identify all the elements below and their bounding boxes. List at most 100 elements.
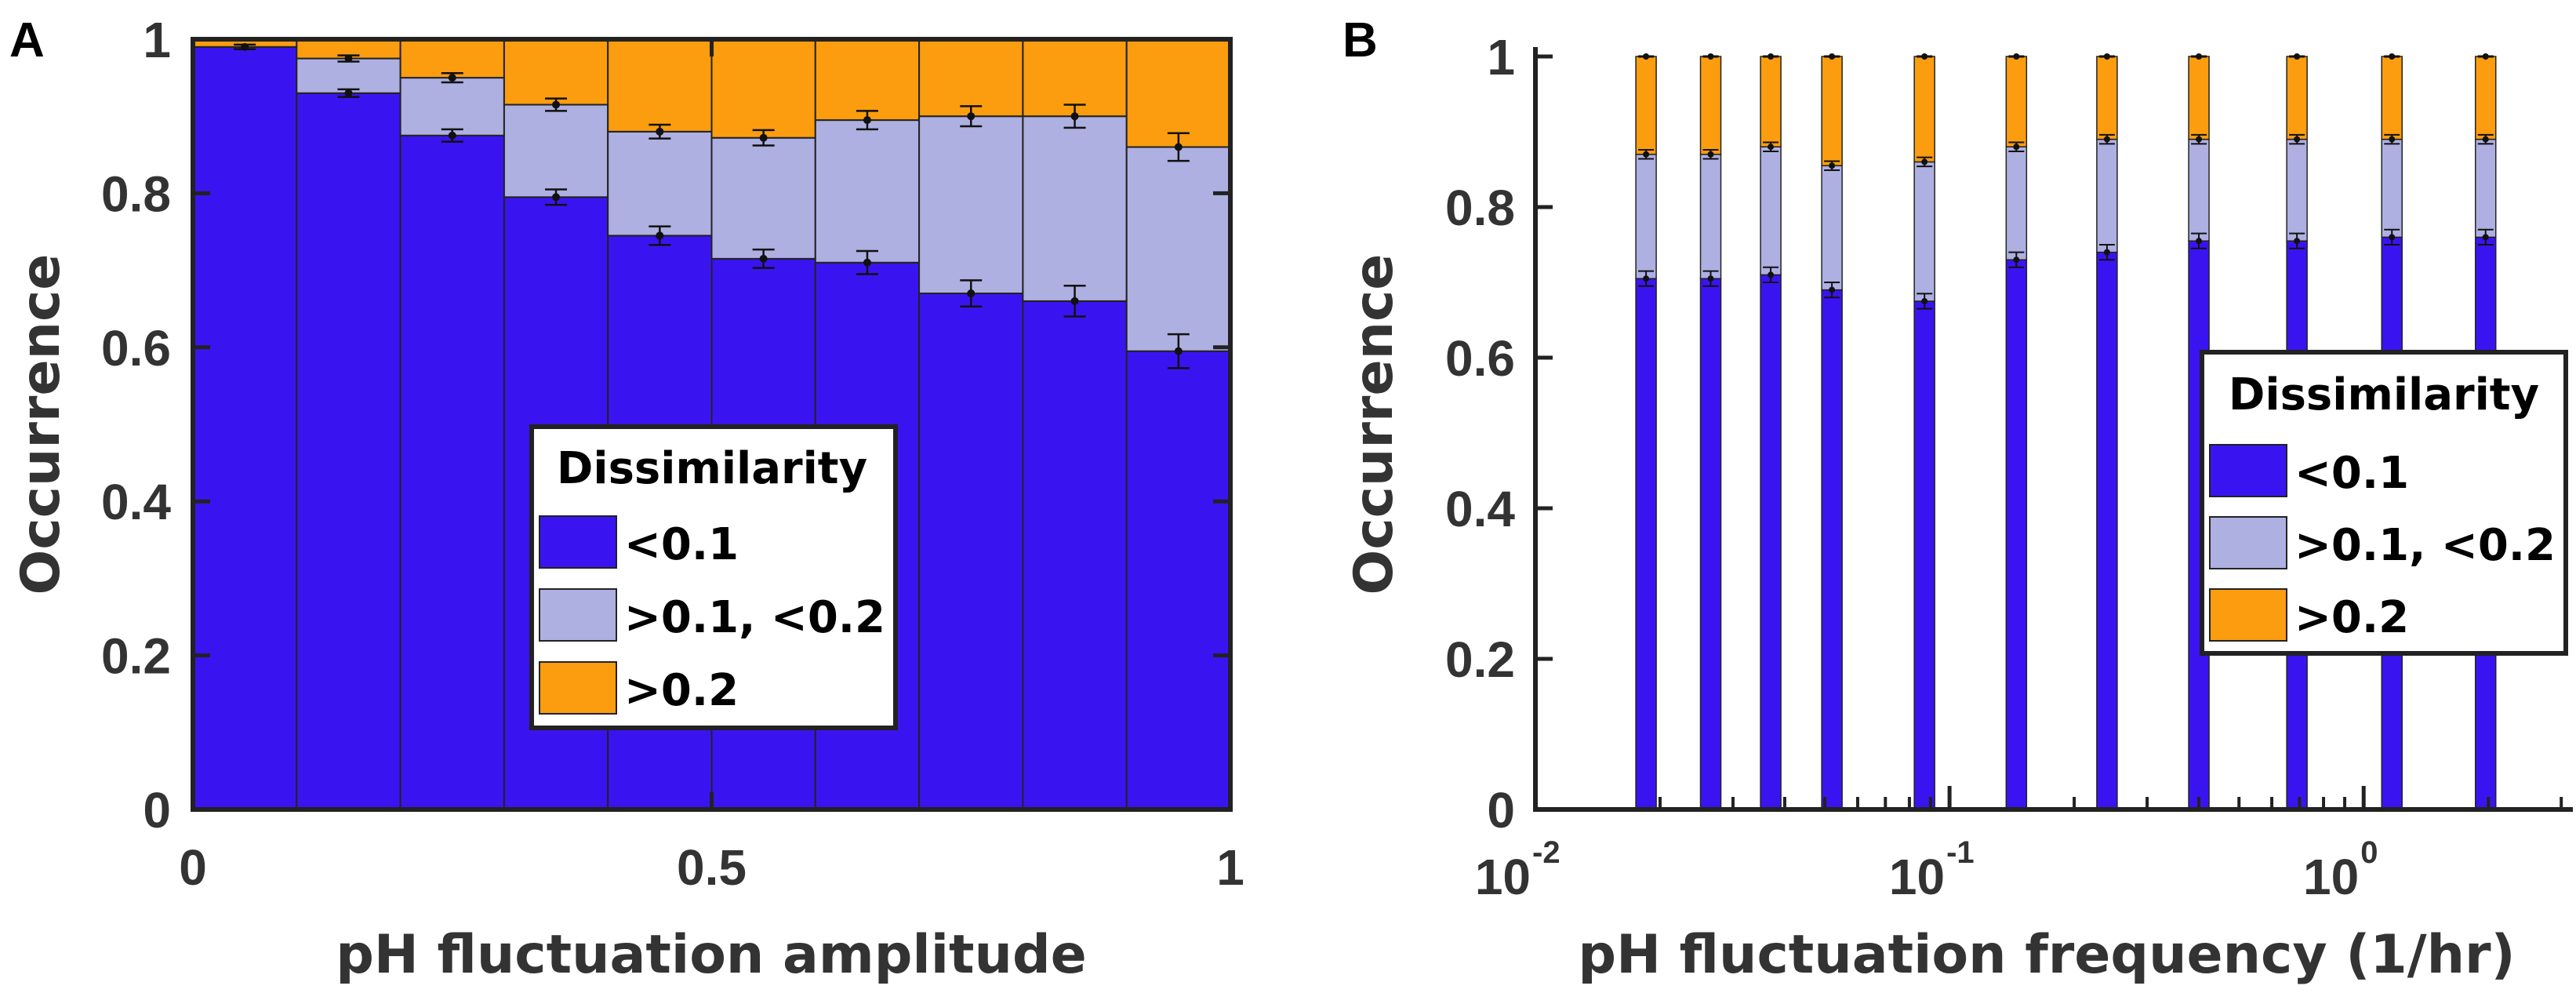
panel-b-bar-gt02-5	[2005, 56, 2028, 147]
panel-b-xlabel: pH fluctuation frequency (1/hr)	[1578, 924, 2515, 986]
panel-b-bar-lt01-5	[2005, 259, 2028, 810]
panel-a-bar-lt01-8	[1022, 300, 1128, 810]
panel-a-errorbar-mid-9	[1167, 132, 1190, 162]
panel-a-legend: Dissimilarity <0.1 >0.1, <0.2 >0.2	[529, 424, 898, 730]
panel-b-ytick-label-2: 0.4	[1445, 481, 1515, 537]
panel-b-legend-swatch-mid	[2209, 516, 2287, 569]
panel-b-top-cap-3	[1824, 53, 1840, 60]
panel-a-ytick-label-2: 0.4	[101, 474, 171, 530]
panel-a-errorbar-lt01-6	[856, 249, 878, 275]
panel-a-xtick-label-2: 1	[1216, 839, 1244, 896]
panel-a-bar-gt02-6	[814, 38, 921, 122]
panel-b-ytick-label-5: 1	[1487, 29, 1515, 85]
panel-b-bar-lt01-6	[2096, 251, 2118, 810]
panel-b-errorbar-lt01-8	[2289, 232, 2305, 249]
panel-a-bar-mid-9	[1125, 146, 1231, 352]
panel-a-ytick-label-1: 0.2	[101, 628, 171, 685]
panel-b-bar-lt01-0	[1635, 278, 1657, 810]
panel-a-errorbar-mid-6	[856, 110, 878, 131]
panel-a-bar-mid-2	[399, 77, 505, 136]
panel-a-error-bars	[234, 42, 1190, 369]
panel-b-bar-lt01-1	[1699, 278, 1722, 810]
panel-b-legend-label-mid: >0.1, <0.2	[2294, 520, 2556, 571]
panel-b-errorbar-mid-8	[2289, 133, 2305, 145]
panel-b-legend-swatch-gt02	[2209, 588, 2287, 642]
panel-b-top-cap-8	[2289, 53, 2305, 60]
panel-a-ytick-label-0: 0	[143, 782, 171, 838]
panel-a-legend-title: Dissimilarity	[557, 443, 867, 494]
panel-a-bar-lt01-7	[918, 293, 1024, 810]
panel-b-bar-gt02-2	[1760, 56, 1782, 147]
panel-b-ylabel: Occurrence	[1343, 254, 1405, 595]
panel-b-bar-gt02-3	[1821, 56, 1843, 166]
panel-b-top-cap-7	[2191, 53, 2207, 60]
panel-a-errorbar-lt01-7	[960, 279, 983, 308]
panel-b-xtick-label-1: 10 -1	[1889, 835, 1975, 905]
panel-b-top-cap-4	[1917, 53, 1933, 60]
panel-a-ytick-label-4: 0.8	[101, 166, 171, 222]
panel-a-errorbar-lt01-9	[1167, 333, 1190, 369]
panel-a: A 0 0.2 0.4 0.6 0.8 1 0 0.5 1 Occurrence pH fluc…	[9, 12, 1244, 986]
panel-b-xtick-label-0: 10 -2	[1475, 835, 1560, 905]
svg-text:10: 10	[1475, 849, 1531, 905]
panel-a-bar-gt02-7	[918, 38, 1024, 118]
panel-a-bar-gt02-9	[1125, 38, 1231, 148]
panel-b-bar-lt01-3	[1821, 289, 1843, 810]
panel-b-errorbar-lt01-0	[1638, 270, 1655, 287]
panel-a-bar-mid-8	[1022, 115, 1128, 302]
panel-a-errorbar-lt01-5	[752, 248, 775, 269]
svg-text:0: 0	[2360, 835, 2378, 870]
svg-text:-2: -2	[1532, 835, 1560, 870]
panel-b-error-bars	[1638, 53, 2494, 310]
panel-b-bar-lt01-2	[1760, 274, 1782, 810]
panel-a-bar-lt01-2	[399, 134, 505, 810]
panel-b-bar-mid-8	[2286, 138, 2308, 242]
panel-a-xtick-label-1: 0.5	[677, 839, 747, 896]
panel-a-bar-gt02-4	[607, 38, 713, 133]
panel-b-errorbar-mid-5	[2008, 141, 2025, 152]
panel-a-ylabel: Occurrence	[10, 254, 72, 595]
panel-b-errorbar-mid-3	[1824, 160, 1840, 171]
panel-b-bar-mid-5	[2005, 146, 2028, 260]
panel-b-errorbar-lt01-3	[1824, 282, 1840, 299]
panel-b-bar-gt02-8	[2286, 56, 2308, 140]
panel-b-legend-label-gt02: >0.2	[2294, 592, 2409, 643]
panel-a-legend-label-lt01: <0.1	[624, 519, 739, 570]
panel-b-errorbar-lt01-4	[1917, 293, 1933, 310]
panel-b-bar-gt02-6	[2096, 56, 2118, 140]
panel-a-errorbar-lt01-2	[441, 128, 463, 143]
panel-b-errorbar-mid-7	[2191, 133, 2207, 145]
panel-b-errorbar-lt01-1	[1702, 270, 1719, 287]
panel-a-errorbar-mid-1	[337, 54, 360, 63]
panel-b-errorbar-lt01-6	[2098, 244, 2115, 261]
panel-a-bar-lt01-0	[192, 45, 298, 810]
panel-b-bar-lt01-4	[1913, 300, 1935, 810]
panel-a-legend-swatch-gt02	[539, 661, 617, 715]
panel-b-ytick-label-1: 0.2	[1445, 631, 1515, 688]
panel-a-xlabel: pH fluctuation amplitude	[336, 924, 1087, 986]
panel-b-bar-mid-0	[1635, 154, 1657, 279]
panel-a-errorbar-lt01-4	[649, 225, 671, 246]
panel-b-letter: B	[1342, 13, 1378, 67]
panel-a-errorbar-mid-2	[441, 71, 463, 84]
panel-b-bar-gt02-9	[2381, 56, 2403, 140]
panel-b-errorbar-mid-1	[1702, 149, 1719, 160]
panel-a-errorbar-mid-8	[1063, 104, 1086, 129]
panel-b-bar-gt02-1	[1699, 56, 1722, 155]
panel-b-errorbar-mid-10	[2477, 133, 2494, 145]
panel-b-legend-label-lt01: <0.1	[2294, 448, 2409, 499]
panel-a-ytick-label-3: 0.6	[101, 320, 171, 376]
panel-b-errorbar-mid-0	[1638, 149, 1655, 160]
panel-b-errorbar-lt01-10	[2477, 228, 2494, 246]
panel-a-bar-lt01-9	[1125, 350, 1231, 810]
panel-b-bar-mid-3	[1821, 165, 1843, 291]
panel-b-bar-mid-4	[1913, 161, 1935, 302]
svg-text:10: 10	[2303, 849, 2359, 905]
panel-b-top-cap-0	[1638, 53, 1655, 60]
panel-b-top-cap-1	[1702, 53, 1719, 60]
svg-text:10: 10	[1889, 849, 1945, 905]
panel-b-bar-mid-1	[1699, 154, 1722, 279]
panel-a-ticks: 0 0.2 0.4 0.6 0.8 1 0 0.5 1	[101, 12, 1244, 896]
